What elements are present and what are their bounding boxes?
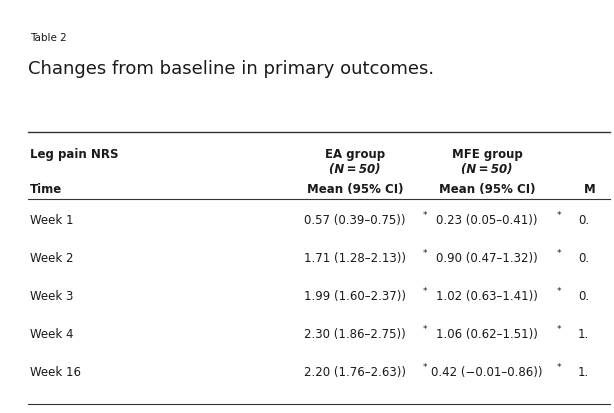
Text: MFE group: MFE group [452,147,523,161]
Text: 1.: 1. [578,366,589,379]
Text: M: M [584,183,596,195]
Text: Week 4: Week 4 [30,328,74,341]
Text: Table 2: Table 2 [30,33,67,43]
Text: 2.30 (1.86–2.75)): 2.30 (1.86–2.75)) [304,328,406,341]
Text: 0.: 0. [578,290,589,303]
Text: 1.71 (1.28–2.13)): 1.71 (1.28–2.13)) [304,252,406,265]
Text: Mean (95% CI): Mean (95% CI) [439,183,535,195]
Text: Week 1: Week 1 [30,214,74,227]
Text: *: * [423,363,427,372]
Text: Week 16: Week 16 [30,366,81,379]
Text: Week 3: Week 3 [30,290,74,303]
Text: 0.: 0. [578,252,589,265]
Text: *: * [423,287,427,296]
Text: 0.: 0. [578,214,589,227]
Text: *: * [557,325,561,334]
Text: (N = 50): (N = 50) [461,163,513,176]
Text: EA group: EA group [325,147,385,161]
Text: 1.99 (1.60–2.37)): 1.99 (1.60–2.37)) [304,290,406,303]
Text: 0.23 (0.05–0.41)): 0.23 (0.05–0.41)) [437,214,538,227]
Text: 0.90 (0.47–1.32)): 0.90 (0.47–1.32)) [436,252,538,265]
Text: Changes from baseline in primary outcomes.: Changes from baseline in primary outcome… [28,60,434,78]
Text: *: * [557,363,561,372]
Text: 0.42 (−0.01–0.86)): 0.42 (−0.01–0.86)) [431,366,543,379]
Text: *: * [557,287,561,296]
Text: *: * [423,211,427,220]
Text: *: * [423,249,427,258]
Text: 1.06 (0.62–1.51)): 1.06 (0.62–1.51)) [436,328,538,341]
Text: *: * [557,249,561,258]
Text: 1.02 (0.63–1.41)): 1.02 (0.63–1.41)) [436,290,538,303]
Text: Time: Time [30,183,62,195]
Text: *: * [557,211,561,220]
Text: Leg pain NRS: Leg pain NRS [30,147,119,161]
Text: (N = 50): (N = 50) [329,163,381,176]
Text: *: * [423,325,427,334]
Text: 0.57 (0.39–0.75)): 0.57 (0.39–0.75)) [305,214,406,227]
Text: 1.: 1. [578,328,589,341]
Text: Mean (95% CI): Mean (95% CI) [307,183,403,195]
Text: Week 2: Week 2 [30,252,74,265]
Text: 2.20 (1.76–2.63)): 2.20 (1.76–2.63)) [304,366,406,379]
